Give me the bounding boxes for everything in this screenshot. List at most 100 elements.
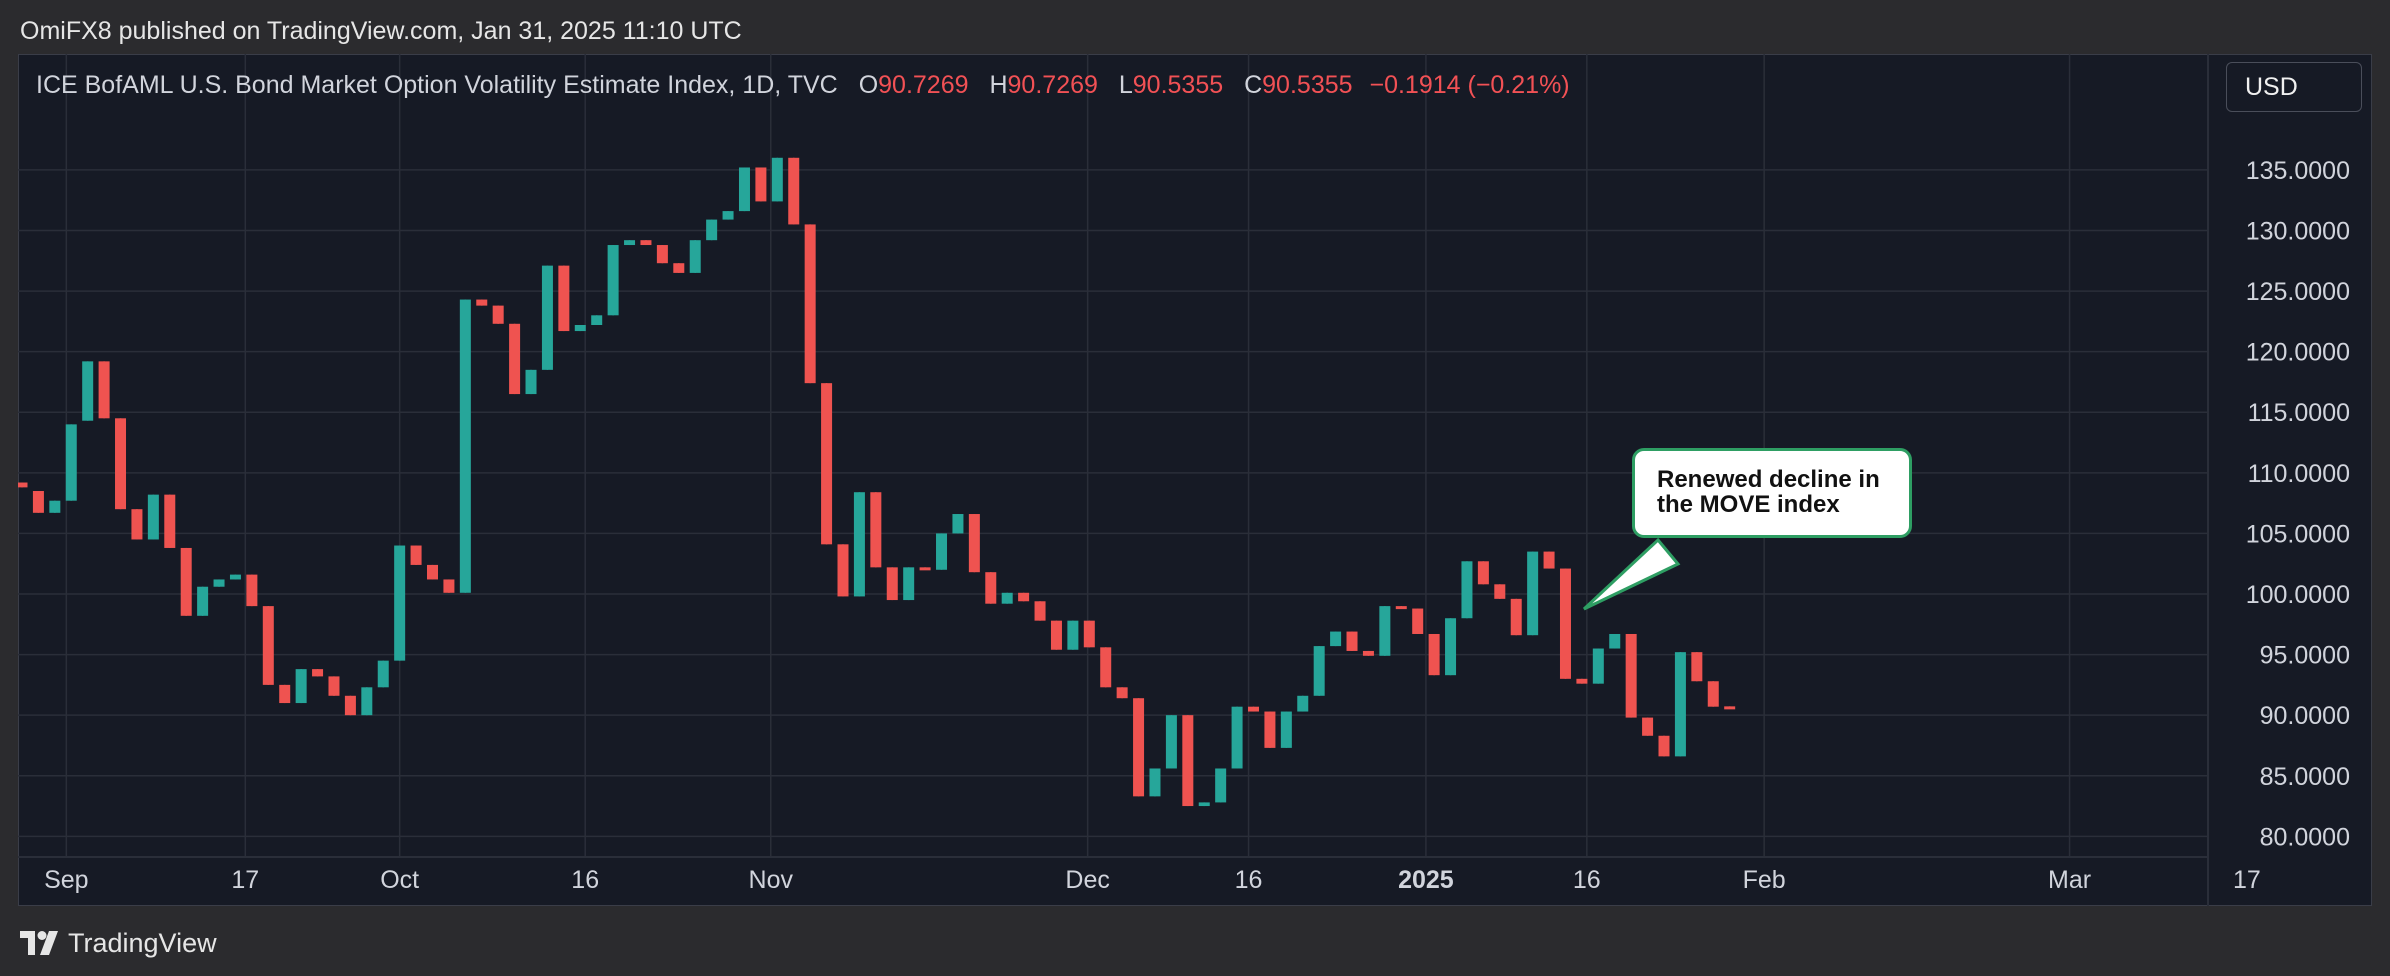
candle-body[interactable] [1412, 608, 1424, 634]
candle-body[interactable] [1248, 706, 1259, 712]
candle-body[interactable] [706, 219, 718, 241]
candle-body[interactable] [1494, 584, 1506, 599]
candle-body[interactable] [1379, 606, 1391, 656]
candle-body[interactable] [459, 299, 471, 593]
candle-body[interactable] [1395, 606, 1407, 610]
candle-body[interactable] [246, 574, 258, 607]
candle-body[interactable] [197, 586, 209, 616]
candle-body[interactable] [328, 676, 340, 696]
candle-body[interactable] [985, 572, 997, 604]
candle-body[interactable] [919, 567, 931, 571]
candle-body[interactable] [903, 567, 915, 601]
candle-body[interactable] [853, 492, 865, 597]
candle-body[interactable] [1034, 601, 1046, 621]
candle-body[interactable] [968, 514, 980, 573]
candle-body[interactable] [279, 684, 291, 704]
candle-body[interactable] [147, 494, 159, 540]
candle-body[interactable] [541, 265, 553, 370]
chart-panel[interactable] [18, 54, 2372, 906]
candle-body[interactable] [738, 167, 750, 212]
candle-body[interactable] [722, 211, 734, 220]
candle-body[interactable] [1707, 681, 1719, 707]
candle-body[interactable] [1724, 706, 1736, 710]
candle-body[interactable] [1050, 620, 1062, 650]
candle-body[interactable] [164, 494, 176, 548]
candle-body[interactable] [1510, 598, 1522, 636]
candle-body[interactable] [1330, 631, 1342, 647]
candle-body[interactable] [82, 361, 94, 421]
tradingview-logo[interactable]: TradingView [20, 926, 217, 960]
candle-body[interactable] [1280, 711, 1292, 748]
candle-body[interactable] [1674, 652, 1686, 757]
candle-body[interactable] [804, 224, 816, 384]
candle-body[interactable] [607, 245, 619, 316]
candle-body[interactable] [1658, 735, 1670, 757]
candle-body[interactable] [936, 533, 948, 570]
candle-body[interactable] [1149, 768, 1161, 797]
candle-body[interactable] [98, 361, 110, 419]
candle-body[interactable] [361, 687, 373, 716]
candle-body[interactable] [1691, 652, 1703, 682]
candle-body[interactable] [443, 579, 455, 593]
candle-body[interactable] [1100, 647, 1112, 688]
candle-body[interactable] [1067, 620, 1079, 650]
candle-body[interactable] [1445, 618, 1457, 676]
candle-body[interactable] [640, 240, 652, 246]
candle-body[interactable] [1362, 650, 1374, 656]
candle-body[interactable] [574, 325, 586, 332]
candle-body[interactable] [1231, 706, 1243, 769]
candle-body[interactable] [1297, 695, 1309, 712]
candle-body[interactable] [213, 579, 225, 587]
candle-body[interactable] [673, 263, 685, 273]
candle-body[interactable] [1592, 648, 1604, 684]
candle-body[interactable] [1165, 715, 1177, 769]
candle-body[interactable] [1527, 551, 1539, 636]
candle-body[interactable] [295, 669, 307, 704]
candle-body[interactable] [1642, 717, 1654, 736]
candle-body[interactable] [476, 299, 488, 306]
candle-body[interactable] [492, 305, 504, 324]
candle-body[interactable] [344, 695, 356, 716]
candle-body[interactable] [1576, 678, 1588, 684]
candle-body[interactable] [1313, 646, 1325, 696]
candle-body[interactable] [656, 245, 668, 264]
candle-body[interactable] [1559, 568, 1571, 679]
candle-body[interactable] [788, 157, 800, 225]
candle-body[interactable] [525, 369, 537, 395]
candle-body[interactable] [771, 157, 783, 202]
candle-body[interactable] [1428, 633, 1440, 676]
candle-body[interactable] [1083, 620, 1095, 648]
candle-body[interactable] [262, 606, 274, 685]
candle-body[interactable] [65, 424, 77, 501]
candle-body[interactable] [1609, 633, 1621, 649]
candle-body[interactable] [180, 547, 192, 616]
candle-body[interactable] [689, 240, 701, 273]
candle-body[interactable] [1182, 715, 1194, 807]
candle-body[interactable] [952, 514, 964, 534]
candle-body[interactable] [558, 265, 570, 332]
candlestick-chart[interactable]: 135.0000 130.0000 125.0000 120.0000 115.0000… [18, 54, 2372, 906]
candle-body[interactable] [18, 482, 28, 488]
candle-body[interactable] [821, 383, 833, 545]
candle-body[interactable] [229, 574, 241, 580]
candle-body[interactable] [1116, 687, 1128, 699]
candle-body[interactable] [1133, 698, 1145, 797]
candle-body[interactable] [1625, 633, 1637, 718]
candle-body[interactable] [886, 567, 898, 601]
candle-body[interactable] [1018, 592, 1030, 602]
candle-body[interactable] [115, 418, 127, 510]
candle-body[interactable] [837, 544, 849, 597]
candle-body[interactable] [1001, 592, 1013, 604]
candle-body[interactable] [427, 564, 438, 580]
currency-button[interactable]: USD [2226, 62, 2362, 112]
candle-body[interactable] [49, 500, 61, 513]
candle-body[interactable] [1198, 802, 1210, 807]
candle-body[interactable] [394, 545, 406, 661]
candle-body[interactable] [1543, 551, 1555, 569]
candle-body[interactable] [591, 315, 603, 326]
candle-body[interactable] [1346, 631, 1358, 651]
candle-body[interactable] [1215, 768, 1227, 803]
candle-body[interactable] [131, 509, 143, 540]
candle-body[interactable] [870, 492, 882, 568]
candle-body[interactable] [624, 240, 636, 246]
